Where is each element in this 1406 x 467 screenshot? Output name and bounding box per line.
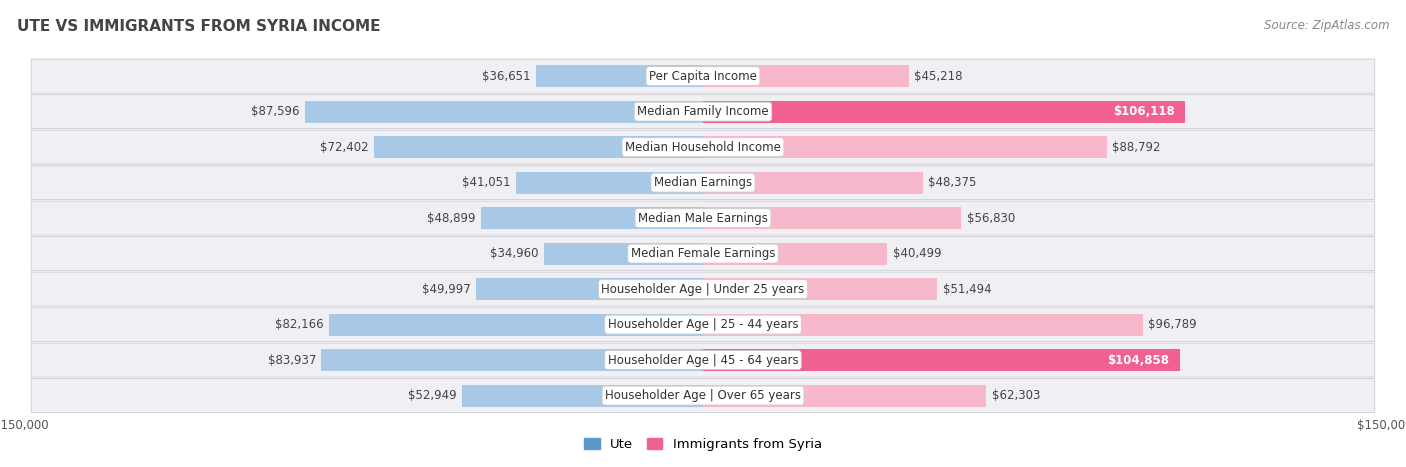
Text: $34,960: $34,960 bbox=[491, 247, 538, 260]
Text: $45,218: $45,218 bbox=[914, 70, 963, 83]
FancyBboxPatch shape bbox=[31, 272, 1375, 306]
Text: $87,596: $87,596 bbox=[250, 105, 299, 118]
Text: $72,402: $72,402 bbox=[319, 141, 368, 154]
FancyBboxPatch shape bbox=[31, 130, 1375, 164]
Text: Per Capita Income: Per Capita Income bbox=[650, 70, 756, 83]
Bar bbox=[703, 65, 908, 87]
Bar bbox=[481, 207, 703, 229]
Bar bbox=[703, 313, 1143, 336]
Text: Median Female Earnings: Median Female Earnings bbox=[631, 247, 775, 260]
Bar bbox=[475, 278, 703, 300]
Bar bbox=[374, 136, 703, 158]
Text: $51,494: $51,494 bbox=[942, 283, 991, 296]
Bar bbox=[703, 171, 922, 194]
Text: $48,375: $48,375 bbox=[928, 176, 977, 189]
FancyBboxPatch shape bbox=[31, 308, 1375, 341]
Text: $41,051: $41,051 bbox=[463, 176, 510, 189]
Text: Householder Age | 25 - 44 years: Householder Age | 25 - 44 years bbox=[607, 318, 799, 331]
Bar bbox=[536, 65, 703, 87]
Text: Householder Age | Over 65 years: Householder Age | Over 65 years bbox=[605, 389, 801, 402]
Bar bbox=[703, 278, 936, 300]
FancyBboxPatch shape bbox=[31, 379, 1375, 412]
FancyBboxPatch shape bbox=[31, 166, 1375, 199]
Text: Median Earnings: Median Earnings bbox=[654, 176, 752, 189]
Text: Source: ZipAtlas.com: Source: ZipAtlas.com bbox=[1264, 19, 1389, 32]
Text: $88,792: $88,792 bbox=[1112, 141, 1160, 154]
Text: UTE VS IMMIGRANTS FROM SYRIA INCOME: UTE VS IMMIGRANTS FROM SYRIA INCOME bbox=[17, 19, 381, 34]
Bar bbox=[703, 384, 986, 407]
Text: Householder Age | 45 - 64 years: Householder Age | 45 - 64 years bbox=[607, 354, 799, 367]
Text: $36,651: $36,651 bbox=[482, 70, 531, 83]
Bar bbox=[703, 349, 1180, 371]
Bar bbox=[329, 313, 703, 336]
FancyBboxPatch shape bbox=[31, 59, 1375, 93]
Text: $49,997: $49,997 bbox=[422, 283, 470, 296]
FancyBboxPatch shape bbox=[31, 237, 1375, 270]
Bar bbox=[516, 171, 703, 194]
Bar bbox=[322, 349, 703, 371]
Bar bbox=[305, 100, 703, 123]
Text: $104,858: $104,858 bbox=[1108, 354, 1170, 367]
Bar bbox=[703, 207, 962, 229]
FancyBboxPatch shape bbox=[31, 343, 1375, 377]
Text: $52,949: $52,949 bbox=[408, 389, 457, 402]
Legend: Ute, Immigrants from Syria: Ute, Immigrants from Syria bbox=[579, 433, 827, 456]
Bar bbox=[463, 384, 703, 407]
Text: Median Family Income: Median Family Income bbox=[637, 105, 769, 118]
Text: $82,166: $82,166 bbox=[276, 318, 323, 331]
Text: $48,899: $48,899 bbox=[427, 212, 475, 225]
Text: $96,789: $96,789 bbox=[1149, 318, 1197, 331]
FancyBboxPatch shape bbox=[31, 95, 1375, 128]
Text: $83,937: $83,937 bbox=[267, 354, 316, 367]
Text: $40,499: $40,499 bbox=[893, 247, 941, 260]
Text: $56,830: $56,830 bbox=[967, 212, 1015, 225]
Text: Median Household Income: Median Household Income bbox=[626, 141, 780, 154]
FancyBboxPatch shape bbox=[31, 201, 1375, 235]
Text: $62,303: $62,303 bbox=[991, 389, 1040, 402]
Bar bbox=[703, 100, 1185, 123]
Bar bbox=[703, 242, 887, 265]
Text: $106,118: $106,118 bbox=[1114, 105, 1175, 118]
Bar bbox=[544, 242, 703, 265]
Text: Householder Age | Under 25 years: Householder Age | Under 25 years bbox=[602, 283, 804, 296]
Bar bbox=[703, 136, 1107, 158]
Text: Median Male Earnings: Median Male Earnings bbox=[638, 212, 768, 225]
